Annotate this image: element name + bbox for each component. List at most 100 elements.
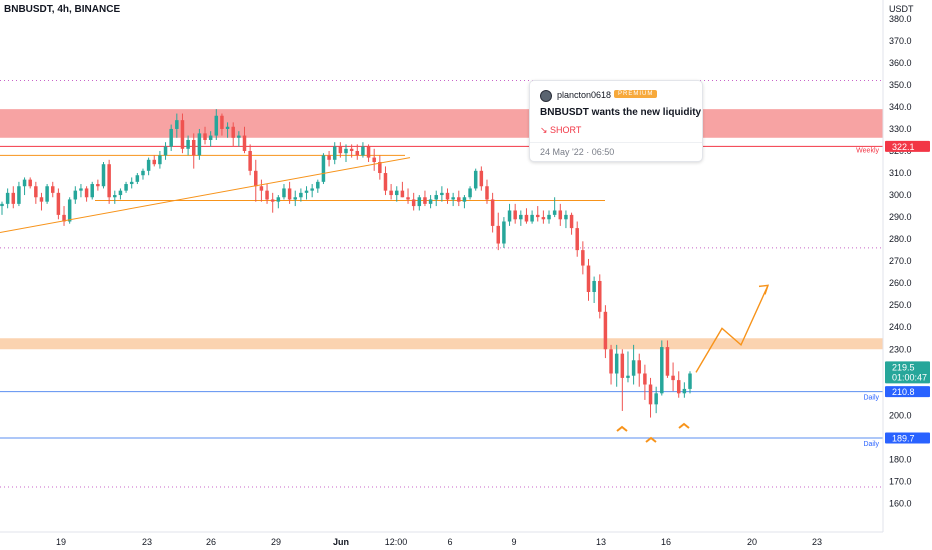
candle-body <box>598 280 602 312</box>
y-tick-label: 310.0 <box>889 168 912 178</box>
candle-body <box>575 228 579 251</box>
candle-body <box>248 150 252 171</box>
candle-body <box>586 265 591 292</box>
candle-body <box>90 184 94 198</box>
candle-body <box>197 133 202 156</box>
price-tag-value: 210.8 <box>892 387 915 397</box>
candle-body <box>490 199 495 226</box>
price-tag-last <box>885 361 930 384</box>
candle-body <box>519 214 523 220</box>
candle-body <box>73 190 78 200</box>
x-tick-label: 6 <box>447 537 452 547</box>
candle-body <box>344 148 348 154</box>
candle-body <box>631 360 636 376</box>
candle-body <box>321 155 326 182</box>
candle-body <box>524 214 529 222</box>
candle-body <box>310 188 314 191</box>
author-name[interactable]: plancton0618 <box>557 90 612 100</box>
candle-body <box>637 360 641 374</box>
candle-body <box>592 280 596 292</box>
support-chevron-marker <box>616 425 628 432</box>
support-chevron-marker <box>678 422 690 429</box>
idea-card[interactable]: plancton0618 PREMIUM BNBUSDT wants the n… <box>529 80 703 162</box>
x-tick-label: 23 <box>812 537 822 547</box>
premium-badge: PREMIUM <box>614 90 658 98</box>
level-tag: Daily <box>863 441 879 448</box>
candle-body <box>180 120 185 149</box>
candle-body <box>423 197 427 204</box>
candle-body <box>485 186 489 200</box>
candle-body <box>378 162 382 174</box>
candle-body <box>22 179 27 187</box>
candle-body <box>17 186 21 204</box>
candle-body <box>417 197 422 207</box>
price-tags: 219.501:00:47 322.1 210.8 189.7 Weekly Daily D… <box>856 140 930 448</box>
candle-body <box>101 164 106 187</box>
candle-body <box>603 311 608 350</box>
y-tick-label: 200.0 <box>889 410 912 420</box>
candle-body <box>660 347 664 394</box>
short-label: ↘ SHORT <box>540 125 582 135</box>
price-tag-value: 189.7 <box>892 434 915 444</box>
projection-path <box>695 285 769 373</box>
candle-body <box>175 120 179 129</box>
candle-body <box>614 353 619 374</box>
y-tick-label: 270.0 <box>889 256 912 266</box>
idea-title[interactable]: BNBUSDT wants the new liquidity <box>540 107 702 118</box>
candle-body <box>220 115 224 129</box>
candle-body <box>299 192 303 198</box>
candle-body <box>682 388 687 394</box>
price-axis[interactable]: 160.0170.0180.0190.0200.0210.0220.0230.0… <box>889 14 912 509</box>
candle-body <box>28 179 32 187</box>
candle-body <box>203 133 207 140</box>
candle-body <box>400 190 405 198</box>
y-tick-label: 160.0 <box>889 498 912 508</box>
levels-layer <box>0 79 883 488</box>
candle-body <box>349 148 354 151</box>
candle-body <box>643 373 647 385</box>
candle-body <box>45 186 49 202</box>
y-tick-label: 230.0 <box>889 344 912 354</box>
candle-body <box>462 197 467 202</box>
candle-body <box>254 170 258 187</box>
candle-body <box>129 181 134 185</box>
level-tag: Weekly <box>856 147 879 154</box>
uptrend-line <box>0 157 411 233</box>
candle-body <box>84 188 89 198</box>
y-tick-label: 180.0 <box>889 454 912 464</box>
candle-body <box>654 393 658 405</box>
candle-body <box>665 347 670 376</box>
candle-body <box>457 197 461 202</box>
candle-body <box>581 250 585 266</box>
candle-body <box>124 184 128 191</box>
candle-body <box>355 150 360 156</box>
candles-layer <box>0 109 692 418</box>
x-tick-label: 29 <box>271 537 281 547</box>
candle-body <box>383 173 388 191</box>
idea-date: 24 May '22 · 06:50 <box>540 147 615 157</box>
time-axis[interactable]: 19 23 26 29 Jun 12:00 6 9 13 16 20 23 <box>56 537 822 547</box>
y-tick-label: 340.0 <box>889 102 912 112</box>
candle-body <box>479 170 484 187</box>
candle-body <box>411 199 416 207</box>
candle-body <box>293 197 297 200</box>
candle-body <box>208 135 213 140</box>
candle-body <box>316 181 320 189</box>
candle-body <box>62 214 66 222</box>
x-tick-label: 19 <box>56 537 66 547</box>
candle-body <box>51 186 55 193</box>
candle-body <box>620 353 625 378</box>
candle-body <box>609 349 613 374</box>
candle-body <box>231 126 235 138</box>
candle-body <box>287 188 292 200</box>
level-tag: Daily <box>863 395 879 402</box>
candle-body <box>552 210 557 215</box>
candle-body <box>225 126 230 129</box>
candle-body <box>366 146 371 158</box>
x-tick-label: Jun <box>333 537 349 547</box>
candle-body <box>507 210 512 222</box>
candle-body <box>648 384 653 405</box>
candle-body <box>688 373 692 389</box>
candle-body <box>242 135 247 151</box>
